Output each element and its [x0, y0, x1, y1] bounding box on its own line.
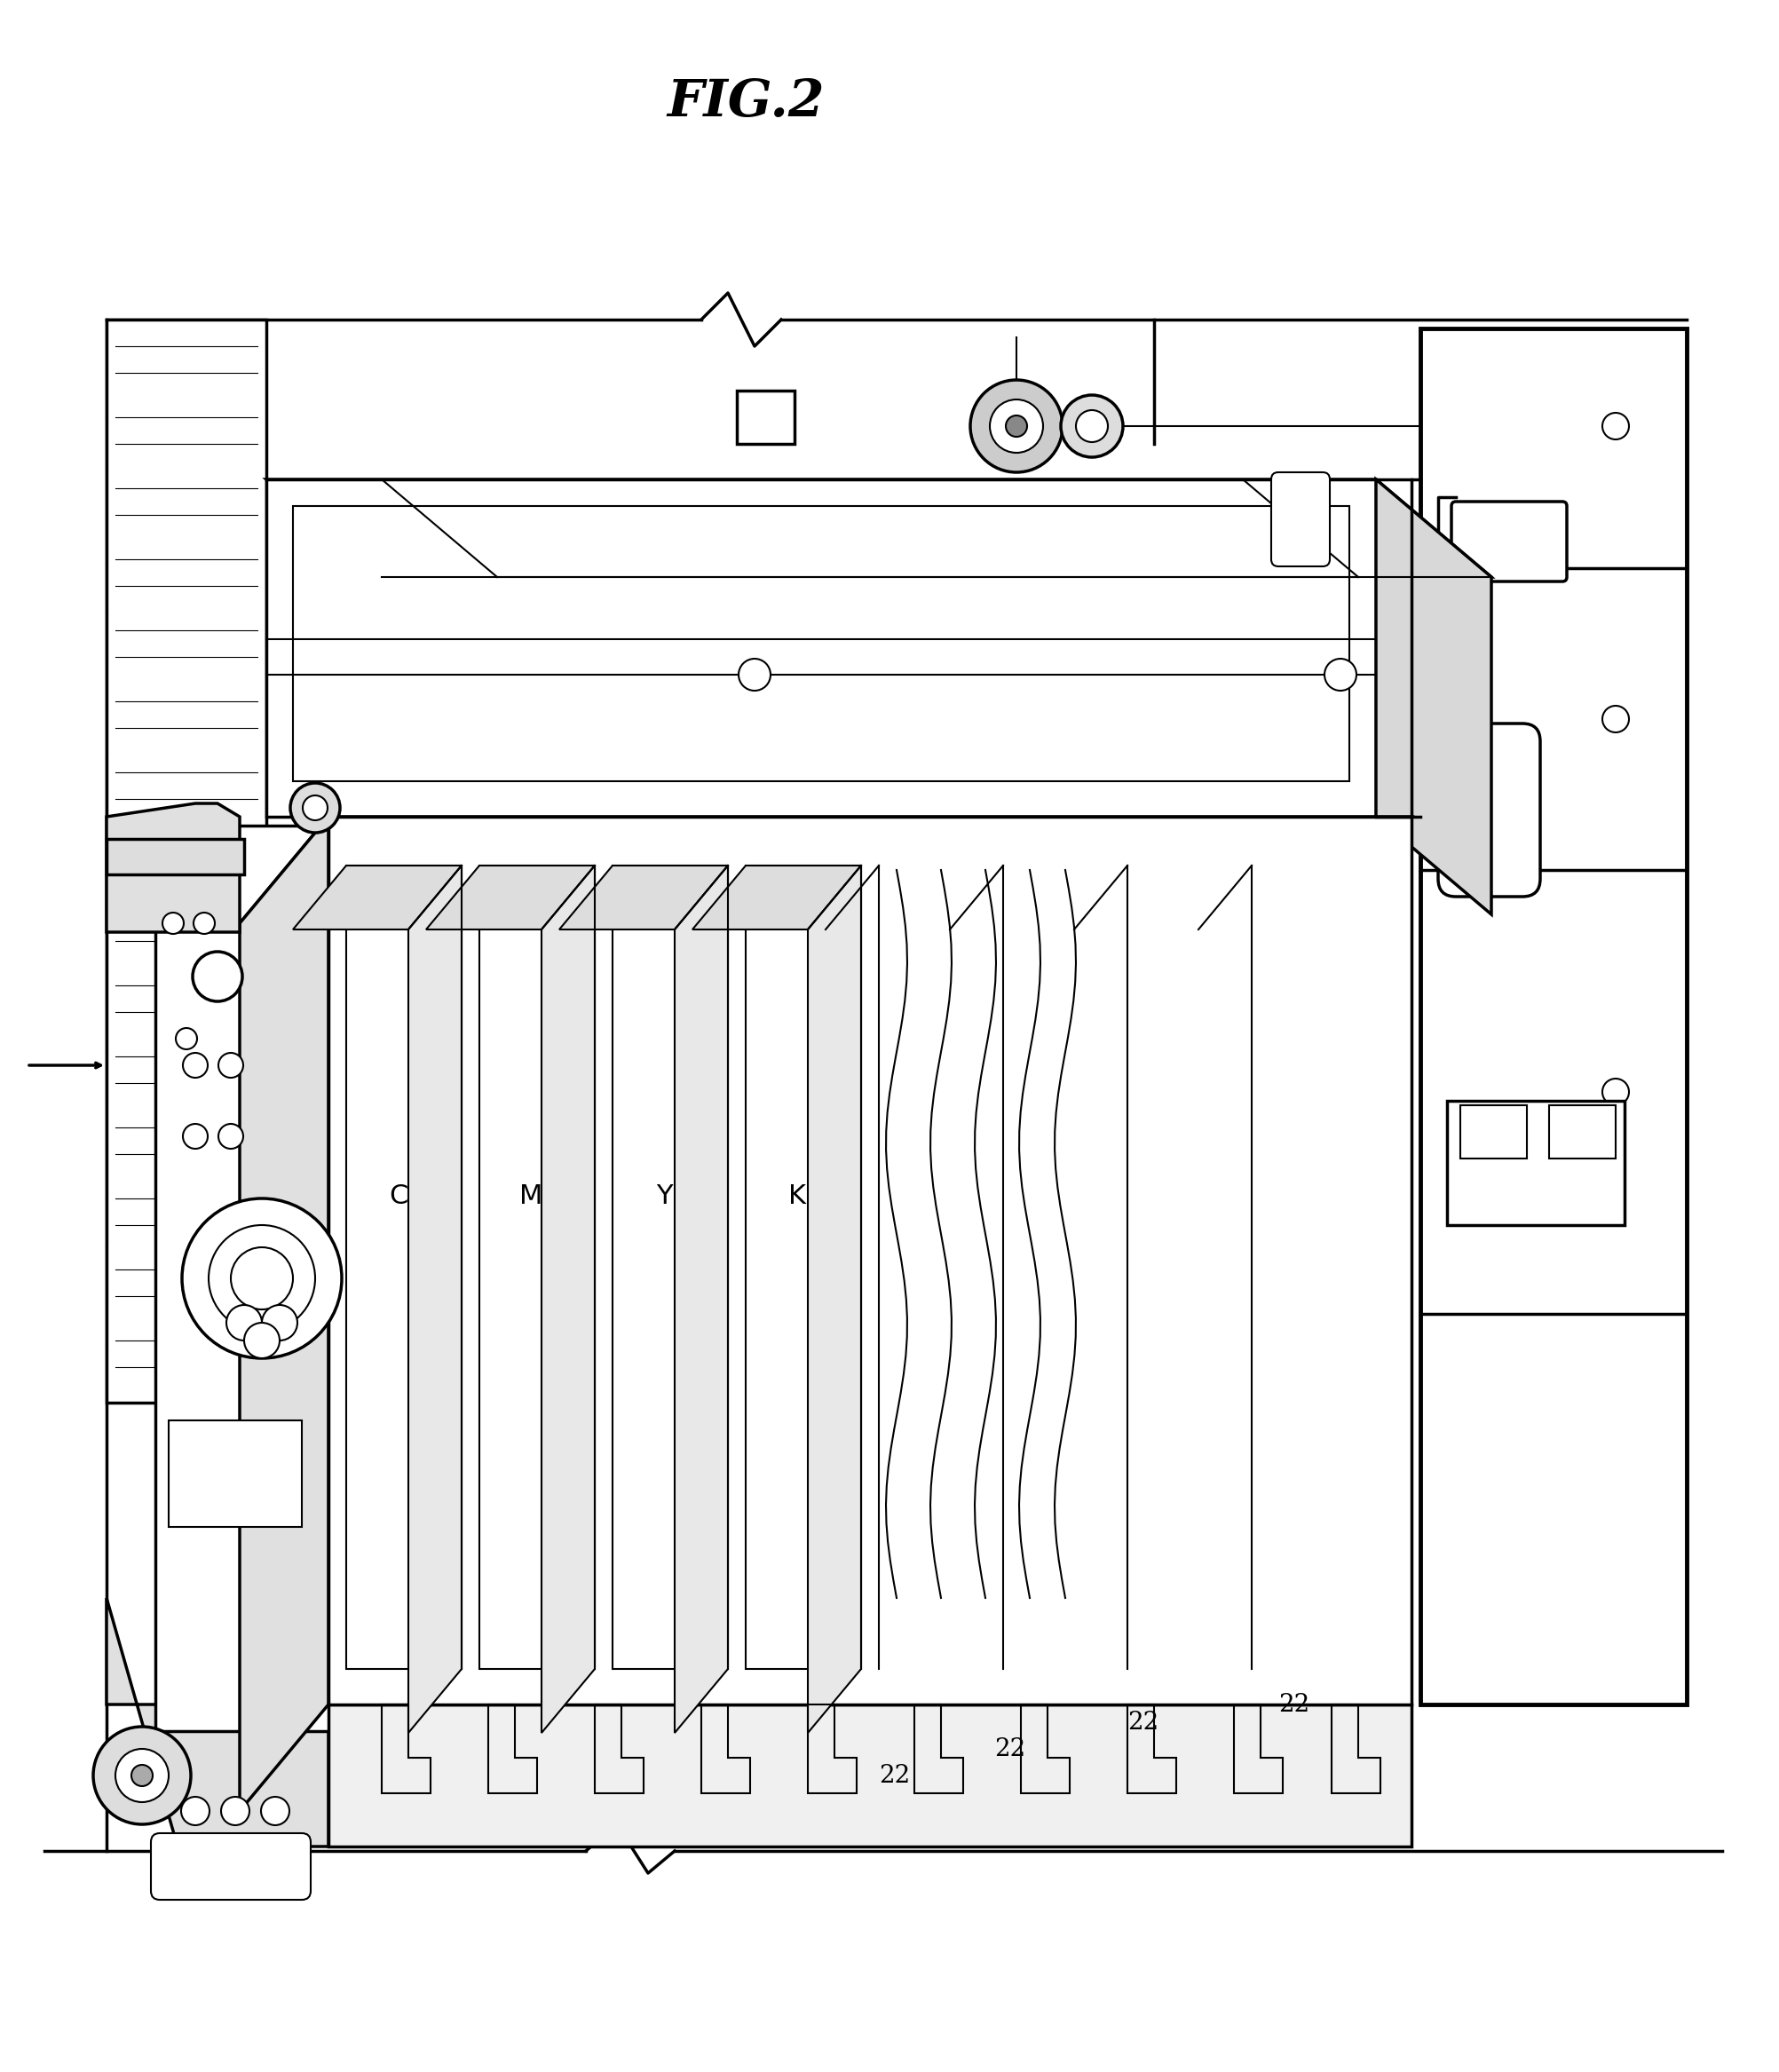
Polygon shape — [745, 866, 861, 1668]
Polygon shape — [1375, 479, 1491, 914]
Polygon shape — [692, 866, 861, 930]
Circle shape — [93, 1726, 190, 1823]
FancyBboxPatch shape — [151, 1834, 311, 1900]
FancyBboxPatch shape — [1550, 1104, 1615, 1158]
Text: 22: 22 — [1128, 1709, 1158, 1734]
Circle shape — [1603, 412, 1630, 439]
Circle shape — [1005, 416, 1026, 437]
Polygon shape — [409, 866, 461, 1732]
Polygon shape — [107, 1598, 329, 1846]
Circle shape — [181, 1198, 342, 1359]
Polygon shape — [107, 804, 240, 932]
Polygon shape — [240, 816, 1411, 924]
FancyBboxPatch shape — [1437, 723, 1541, 897]
Circle shape — [1060, 396, 1123, 458]
Polygon shape — [612, 866, 728, 1668]
Polygon shape — [479, 866, 594, 1668]
FancyBboxPatch shape — [1446, 1100, 1624, 1225]
FancyBboxPatch shape — [1461, 1104, 1526, 1158]
Circle shape — [192, 951, 242, 1001]
Polygon shape — [155, 825, 374, 1730]
FancyBboxPatch shape — [1272, 472, 1331, 566]
Text: C: C — [388, 1183, 407, 1210]
Polygon shape — [267, 479, 1375, 816]
Circle shape — [290, 783, 340, 833]
Circle shape — [244, 1322, 279, 1359]
Polygon shape — [294, 866, 461, 930]
Polygon shape — [329, 816, 1411, 1705]
Polygon shape — [240, 816, 329, 1811]
Polygon shape — [559, 866, 728, 930]
Polygon shape — [541, 866, 594, 1732]
FancyBboxPatch shape — [169, 1421, 302, 1527]
Circle shape — [183, 1123, 208, 1148]
Circle shape — [194, 912, 215, 934]
FancyBboxPatch shape — [107, 839, 244, 874]
Circle shape — [221, 1796, 249, 1825]
Polygon shape — [347, 866, 461, 1668]
FancyBboxPatch shape — [737, 392, 795, 443]
Circle shape — [1076, 410, 1108, 441]
Circle shape — [181, 1796, 210, 1825]
Circle shape — [1603, 1080, 1630, 1104]
Circle shape — [176, 1028, 197, 1048]
Text: M: M — [519, 1183, 543, 1210]
Circle shape — [116, 1749, 169, 1803]
Circle shape — [183, 1053, 208, 1077]
Circle shape — [970, 379, 1062, 472]
Circle shape — [738, 659, 770, 690]
Circle shape — [302, 796, 327, 821]
Text: Y: Y — [656, 1183, 672, 1210]
Circle shape — [219, 1123, 244, 1148]
Text: K: K — [788, 1183, 806, 1210]
Polygon shape — [674, 866, 728, 1732]
Circle shape — [262, 1796, 290, 1825]
Circle shape — [208, 1225, 315, 1332]
Circle shape — [231, 1247, 294, 1310]
Circle shape — [1603, 707, 1630, 731]
Circle shape — [1325, 659, 1356, 690]
Text: FIG.2: FIG.2 — [667, 77, 824, 126]
Polygon shape — [808, 866, 861, 1732]
Polygon shape — [267, 479, 1491, 576]
FancyBboxPatch shape — [1452, 501, 1567, 582]
Circle shape — [226, 1305, 262, 1341]
FancyBboxPatch shape — [329, 1705, 1411, 1846]
Polygon shape — [1420, 329, 1686, 1705]
Text: 22: 22 — [1279, 1693, 1309, 1716]
Circle shape — [162, 912, 183, 934]
Circle shape — [262, 1305, 297, 1341]
FancyBboxPatch shape — [107, 319, 267, 1403]
Text: 23: 23 — [404, 551, 530, 644]
Polygon shape — [427, 866, 594, 930]
Text: 22: 22 — [879, 1763, 911, 1788]
Text: 22: 22 — [994, 1736, 1025, 1761]
Circle shape — [132, 1765, 153, 1786]
Circle shape — [219, 1053, 244, 1077]
Circle shape — [989, 400, 1042, 454]
